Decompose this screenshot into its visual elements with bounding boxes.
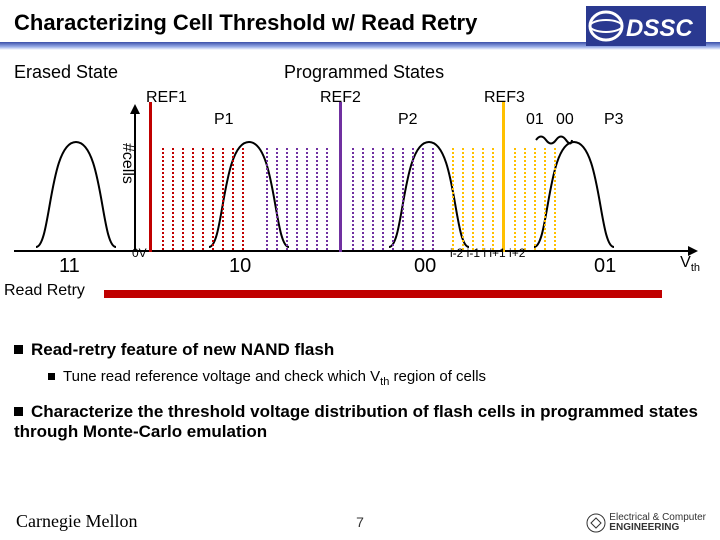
programmed-states-label: Programmed States <box>284 62 444 83</box>
p3-label: P3 <box>604 111 624 129</box>
retry-tick <box>402 148 404 250</box>
retry-tick <box>326 148 328 250</box>
retry-tick <box>372 148 374 250</box>
ref1-line <box>149 102 152 252</box>
content-area: Erased State Programmed States #cells Vt… <box>0 50 720 284</box>
retry-tick <box>296 148 298 250</box>
retry-tick <box>392 148 394 250</box>
ref2-label: REF2 <box>320 89 361 107</box>
code-10: 10 <box>229 255 251 278</box>
retry-tick <box>524 148 526 250</box>
code-00: 00 <box>556 111 574 129</box>
retry-tick <box>472 148 474 250</box>
y-axis-arrow <box>130 104 140 114</box>
retry-tick <box>462 148 464 250</box>
retry-tick <box>192 148 194 250</box>
p1-label: P1 <box>214 111 234 129</box>
x-axis-label: Vth <box>680 254 700 274</box>
retry-tick <box>162 148 164 250</box>
ref3-label: REF3 <box>484 89 525 107</box>
dssc-logo: DSSC <box>586 6 706 51</box>
retry-tick <box>316 148 318 250</box>
svg-text:DSSC: DSSC <box>626 15 693 42</box>
retry-tick <box>352 148 354 250</box>
retry-tick <box>182 148 184 250</box>
state-labels-row: Erased State Programmed States <box>14 62 706 83</box>
retry-tick <box>172 148 174 250</box>
bell-p2 <box>384 137 474 252</box>
retry-tick <box>232 148 234 250</box>
ref1-label: REF1 <box>146 89 187 107</box>
retry-tick <box>482 148 484 250</box>
bell-erased <box>31 137 121 252</box>
retry-tick <box>362 148 364 250</box>
retry-tick <box>554 148 556 250</box>
threshold-chart: #cells Vth REF1 REF2 REF3 P1 P2 P3 01 00… <box>14 89 694 284</box>
retry-tick <box>212 148 214 250</box>
bullet-1: Read-retry feature of new NAND flash <box>14 340 706 360</box>
i-index-labels: i-2 i-1 i i+1 i+2 <box>450 246 525 260</box>
retry-tick <box>242 148 244 250</box>
retry-tick <box>534 148 536 250</box>
retry-tick <box>382 148 384 250</box>
retry-tick <box>286 148 288 250</box>
retry-tick <box>306 148 308 250</box>
code-01-bottom: 01 <box>594 255 616 278</box>
retry-tick <box>452 148 454 250</box>
read-retry-label: Read Retry <box>4 282 85 300</box>
retry-tick <box>202 148 204 250</box>
retry-tick <box>222 148 224 250</box>
retry-tick <box>266 148 268 250</box>
retry-tick <box>492 148 494 250</box>
squiggle-icon <box>534 133 574 147</box>
bell-p3 <box>529 137 619 252</box>
code-01: 01 <box>526 111 544 129</box>
bullet-1-sub: Tune read reference voltage and check wh… <box>48 368 706 388</box>
p2-label: P2 <box>398 111 418 129</box>
retry-tick <box>276 148 278 250</box>
erased-state-label: Erased State <box>14 62 154 83</box>
bullet-2: Characterize the threshold voltage distr… <box>14 402 706 442</box>
read-retry-bar <box>104 290 662 298</box>
footer-right-logo: Electrical & ComputerENGINEERING <box>585 512 706 534</box>
ref2-line <box>339 102 342 252</box>
retry-tick <box>432 148 434 250</box>
retry-tick <box>514 148 516 250</box>
code-00-bottom: 00 <box>414 255 436 278</box>
bullet-list: Read-retry feature of new NAND flash Tun… <box>14 340 706 442</box>
retry-tick <box>412 148 414 250</box>
zero-volt-label: 0V <box>132 246 147 260</box>
bell-p1 <box>204 137 294 252</box>
retry-tick <box>422 148 424 250</box>
ref3-line <box>502 102 505 252</box>
code-11: 11 <box>59 255 80 278</box>
retry-tick <box>544 148 546 250</box>
